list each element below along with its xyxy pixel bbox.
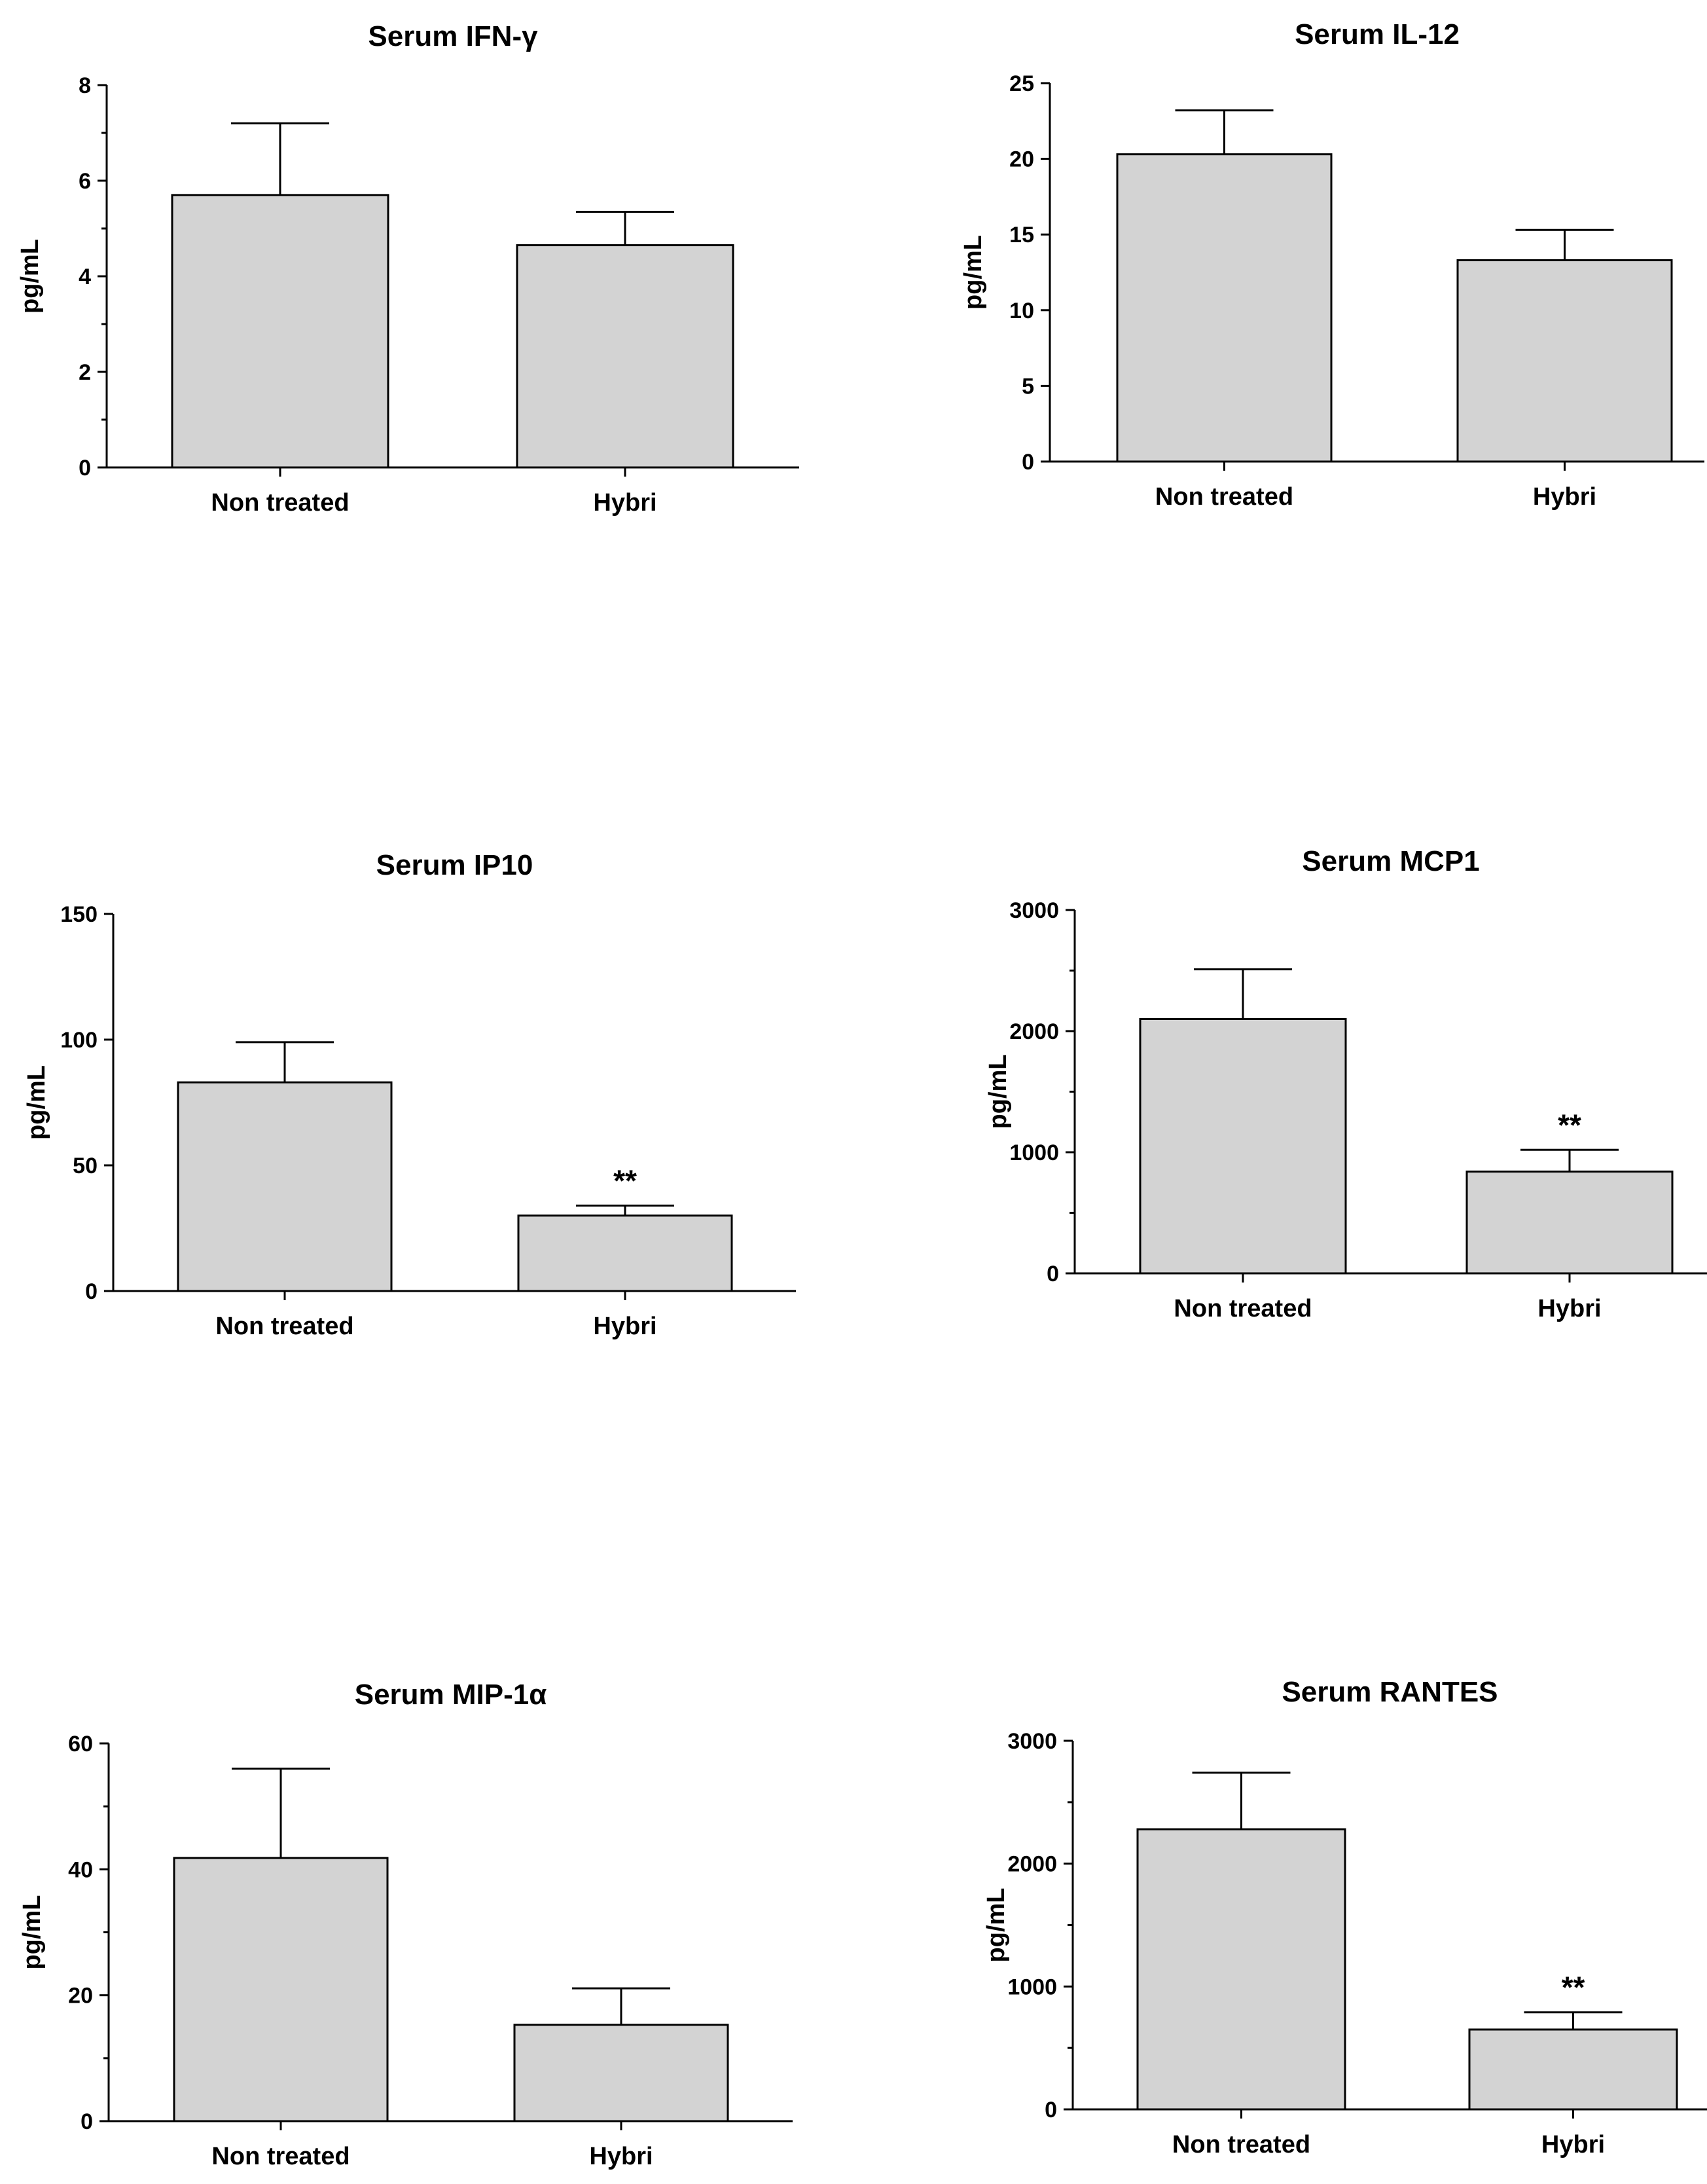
chart-panel-rantes: Serum RANTES pg/mL 0 1000 2000 3000 Non treate… [854, 1611, 1707, 2184]
y-tick-label: 0 [81, 2109, 93, 2134]
significance-marker: ** [1558, 1108, 1581, 1142]
chart-rantes: Serum RANTES pg/mL 0 1000 2000 3000 Non treate… [982, 1676, 1707, 2158]
y-tick-label: 0 [85, 1279, 98, 1304]
y-tick-label: 3000 [1007, 1729, 1057, 1754]
bar-hybri [513, 2024, 729, 2122]
chart-panel-mcp1: Serum MCP1 pg/mL 0 1000 2000 3000 Non treated H… [854, 786, 1707, 1375]
y-tick-label: 40 [68, 1857, 93, 1882]
y-axis-label: pg/mL [18, 1895, 46, 1970]
significance-marker: ** [613, 1163, 637, 1197]
y-tick-label: 5 [1022, 374, 1034, 399]
y-tick-label: 100 [60, 1028, 98, 1053]
x-category-label: Hybri [1533, 483, 1596, 511]
y-tick-label: 20 [1009, 147, 1034, 172]
chart-panel-mip-1-alpha: Serum MIP-1α pg/mL 0 20 40 60 Non treated Hybri [0, 1611, 854, 2184]
y-tick-label: 0 [1047, 1262, 1059, 1286]
y-axis-label: pg/mL [23, 1065, 50, 1140]
bar-hybri [1465, 1171, 1674, 1275]
bar-hybri [1456, 259, 1673, 463]
y-axis-label: pg/mL [960, 235, 987, 310]
y-tick-label: 8 [79, 73, 91, 98]
y-axis-label: pg/mL [16, 239, 44, 314]
chart-panel-ifn-gamma: Serum IFN-γ pg/mL 0 2 4 6 8 Non treated Hybri [0, 0, 854, 537]
chart-mip-1-alpha: Serum MIP-1α pg/mL 0 20 40 60 Non treated Hybri [18, 1679, 793, 2170]
x-category-label: Non treated [1174, 1295, 1312, 1322]
y-tick-label: 3000 [1009, 898, 1059, 923]
bar-non-treated [177, 1081, 393, 1292]
significance-marker: ** [1562, 1971, 1585, 2005]
bar-non-treated [1116, 153, 1333, 463]
chart-mcp1: Serum MCP1 pg/mL 0 1000 2000 3000 Non treated H… [984, 845, 1707, 1322]
chart-title: Serum IFN-γ [368, 20, 538, 52]
x-category-label: Non treated [1172, 2131, 1310, 2158]
y-tick-label: 25 [1009, 71, 1034, 96]
chart-title: Serum IL-12 [1295, 18, 1460, 50]
bar-hybri [516, 244, 734, 469]
x-category-label: Hybri [1537, 1295, 1601, 1322]
x-category-label: Hybri [593, 1313, 656, 1340]
y-tick-label: 150 [60, 902, 98, 927]
x-category-label: Non treated [215, 1313, 353, 1340]
chart-panel-ip10: Serum IP10 pg/mL 0 50 100 150 Non treated Hybri… [0, 786, 854, 1375]
y-tick-label: 2000 [1007, 1852, 1057, 1877]
y-tick-label: 1000 [1007, 1975, 1057, 1999]
y-tick-label: 2 [79, 360, 91, 385]
y-axis-label: pg/mL [982, 1888, 1010, 1963]
y-axis-label: pg/mL [984, 1055, 1012, 1129]
chart-ifn-gamma: Serum IFN-γ pg/mL 0 2 4 6 8 Non treated Hybri [16, 20, 799, 517]
y-tick-label: 0 [79, 456, 91, 481]
chart-ip10: Serum IP10 pg/mL 0 50 100 150 Non treated Hybri… [23, 849, 796, 1340]
y-tick-label: 60 [68, 1732, 93, 1756]
y-tick-label: 15 [1009, 223, 1034, 247]
bar-non-treated [171, 194, 389, 469]
y-tick-label: 1000 [1009, 1140, 1059, 1165]
chart-title: Serum MCP1 [1302, 845, 1479, 877]
bar-non-treated [1136, 1828, 1346, 2111]
bar-non-treated [173, 1857, 389, 2122]
x-category-label: Hybri [589, 2143, 653, 2170]
bar-hybri [517, 1214, 733, 1292]
x-category-label: Hybri [593, 489, 656, 517]
chart-title: Serum IP10 [376, 849, 533, 881]
x-category-label: Non treated [211, 2143, 350, 2170]
y-tick-label: 0 [1045, 2098, 1057, 2122]
y-tick-label: 6 [79, 169, 91, 194]
bar-hybri [1468, 2028, 1678, 2111]
y-tick-label: 10 [1009, 299, 1034, 323]
chart-title: Serum MIP-1α [355, 1679, 547, 1711]
x-category-label: Hybri [1541, 2131, 1605, 2158]
y-tick-label: 50 [73, 1154, 98, 1178]
y-tick-label: 2000 [1009, 1019, 1059, 1044]
bar-non-treated [1139, 1018, 1347, 1275]
chart-panel-il-12: Serum IL-12 pg/mL 0 5 10 15 20 25 Non treated Hyb… [854, 0, 1707, 537]
x-category-label: Non treated [211, 489, 349, 517]
chart-il-12: Serum IL-12 pg/mL 0 5 10 15 20 25 Non treated Hyb… [960, 18, 1704, 511]
y-tick-label: 0 [1022, 450, 1034, 475]
x-category-label: Non treated [1155, 483, 1293, 511]
y-tick-label: 20 [68, 1984, 93, 2009]
chart-title: Serum RANTES [1282, 1676, 1498, 1708]
y-tick-label: 4 [79, 264, 91, 289]
